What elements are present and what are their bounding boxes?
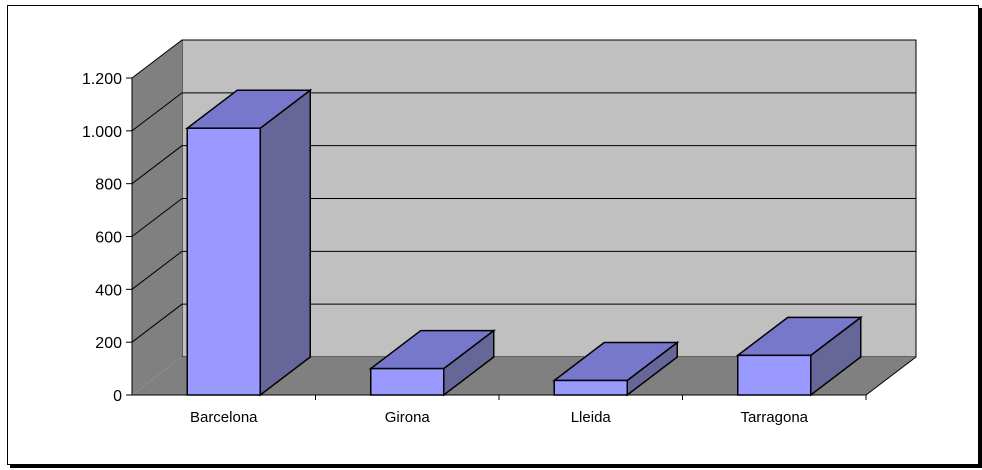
y-tick-label: 1.000	[82, 124, 122, 141]
floor	[132, 357, 916, 395]
gridline	[131, 250, 916, 290]
y-tick-label: 1.200	[82, 71, 122, 88]
bar-front	[186, 127, 261, 396]
bar-girona	[368, 329, 496, 397]
y-tick-label: 800	[95, 177, 122, 194]
y-tick-label: 400	[95, 282, 122, 299]
y-tick-label: 200	[95, 335, 122, 352]
x-category-label: Tarragona	[740, 409, 808, 426]
y-tick-label: 0	[113, 388, 122, 405]
bar-barcelona	[185, 88, 313, 397]
bar-lleida	[552, 340, 680, 397]
bar-tarragona	[735, 315, 863, 397]
bar-front	[737, 354, 812, 396]
y-tick-label: 600	[95, 230, 122, 247]
x-category-label: Lleida	[571, 409, 612, 426]
bar-front	[553, 379, 628, 396]
floor-edge	[865, 356, 917, 396]
x-category-label: Girona	[385, 409, 431, 426]
bar-front	[370, 367, 445, 396]
bar-side	[259, 88, 311, 397]
x-category-label: Barcelona	[190, 409, 258, 426]
gridline	[131, 198, 916, 237]
gridline	[131, 303, 916, 343]
gridline	[131, 145, 916, 185]
gridline	[131, 39, 916, 79]
gridline	[131, 92, 916, 132]
